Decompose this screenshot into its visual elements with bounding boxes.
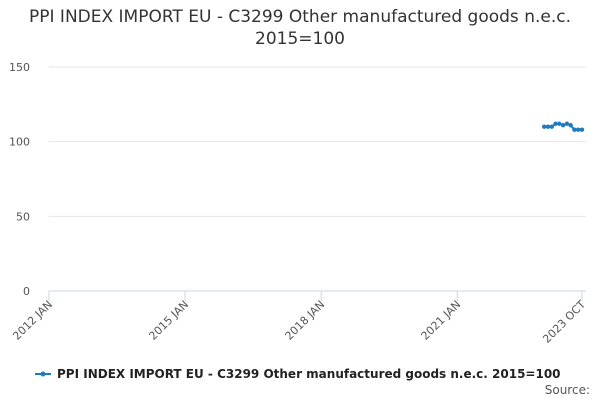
point <box>576 127 581 132</box>
legend-marker <box>40 371 46 377</box>
y-tick-label: 50 <box>16 210 30 223</box>
point <box>564 121 570 126</box>
point <box>549 124 554 129</box>
x-tick-label: 2018 JAN <box>283 298 328 343</box>
point <box>572 127 577 132</box>
point <box>579 127 585 132</box>
x-tick-label: 2021 JAN <box>419 298 464 343</box>
point <box>545 124 551 129</box>
point <box>541 124 547 129</box>
y-tick-label: 100 <box>9 136 30 149</box>
x-tick-label: 2023 OCT <box>540 298 588 346</box>
point <box>568 123 573 128</box>
point <box>557 121 562 126</box>
x-tick-label: 2015 JAN <box>146 298 191 343</box>
point <box>553 121 558 126</box>
x-tick-label: 2012 JAN <box>10 298 55 343</box>
source: Source: <box>545 383 590 397</box>
legend-text: PPI INDEX IMPORT EU - C3299 Other manufa… <box>57 367 561 381</box>
y-tick-label: 0 <box>23 285 30 298</box>
point <box>560 123 566 128</box>
chart-title: PPI INDEX IMPORT EU - C3299 Other manufa… <box>29 7 571 49</box>
y-tick-label: 150 <box>9 61 30 74</box>
